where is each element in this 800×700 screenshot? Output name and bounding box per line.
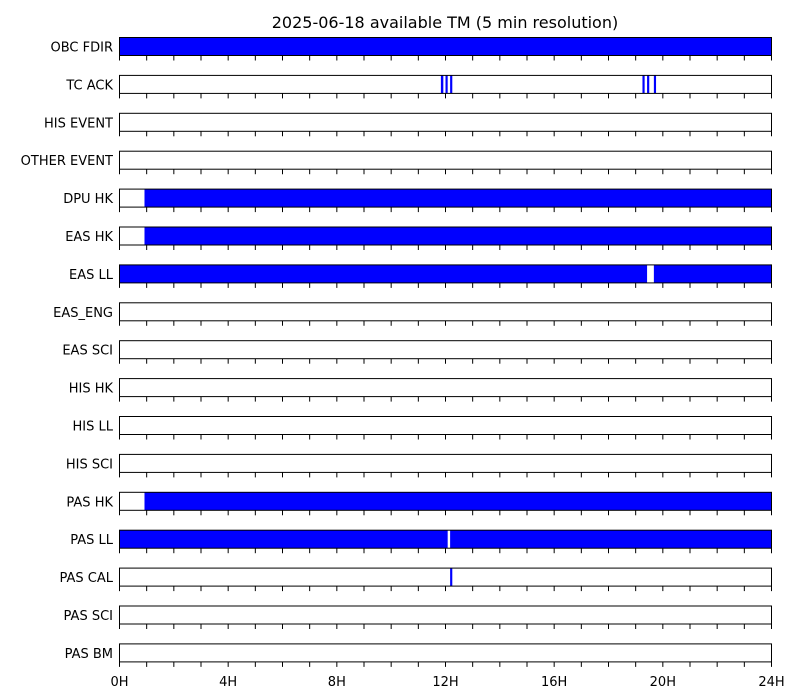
availability-segment: [450, 75, 453, 94]
channel-track: [119, 151, 772, 170]
channel-row: HIS SCI: [66, 453, 772, 478]
channel-row: OBC FDIR: [51, 37, 772, 61]
channel-row: HIS EVENT: [44, 112, 772, 137]
channel-label: EAS LL: [69, 268, 114, 283]
channel-label: HIS LL: [73, 420, 114, 435]
channel-row: OTHER EVENT: [21, 150, 772, 175]
availability-segment: [445, 75, 448, 94]
x-tick-label: 0H: [110, 675, 128, 690]
channel-row: PAS BM: [65, 643, 772, 667]
channel-track: [119, 302, 772, 321]
x-tick-label: 4H: [219, 675, 237, 690]
availability-segment: [144, 227, 772, 245]
availability-segment: [653, 75, 657, 94]
channel-label: TC ACK: [65, 78, 113, 93]
availability-segment: [642, 75, 645, 94]
x-axis: 0H 4H 8H 12H 16H 20H 24H: [110, 675, 784, 690]
channel-ticks: [119, 55, 772, 61]
channel-ticks: [119, 207, 772, 213]
x-tick-label: 24H: [758, 675, 784, 690]
channel-label: EAS HK: [65, 230, 113, 245]
channel-row: DPU HK: [63, 188, 772, 213]
availability-segment: [450, 568, 453, 587]
channel-row: TC ACK: [65, 74, 772, 99]
channel-row: PAS HK: [66, 491, 772, 516]
availability-segment: [647, 75, 650, 94]
channel-ticks: [119, 434, 772, 440]
channel-row: HIS HK: [69, 378, 772, 402]
channel-rows: OBC FDIR TC ACK HIS EVENT OTHER EVENT DPU HK…: [21, 37, 772, 667]
channel-row: PAS SCI: [64, 605, 772, 629]
channel-row: PAS CAL: [60, 567, 772, 592]
channel-label: PAS SCI: [64, 609, 113, 624]
chart-title: 2025-06-18 available TM (5 min resolutio…: [272, 13, 618, 32]
channel-row: HIS LL: [73, 416, 772, 440]
channel-row: EAS HK: [65, 226, 772, 250]
channel-label: DPU HK: [63, 192, 113, 207]
channel-track: [119, 643, 772, 662]
channel-ticks: [119, 282, 772, 288]
channel-row: EAS LL: [69, 264, 772, 288]
channel-track: [119, 378, 772, 397]
channel-label: EAS SCI: [62, 344, 113, 359]
channel-label: PAS CAL: [60, 571, 114, 586]
availability-segment: [450, 530, 772, 549]
channel-label: OTHER EVENT: [21, 154, 113, 169]
channel-label: HIS HK: [69, 382, 114, 397]
channel-ticks: [119, 548, 772, 554]
channel-ticks: [119, 586, 772, 592]
channel-label: PAS BM: [65, 647, 113, 662]
channel-track: [119, 340, 772, 359]
channel-ticks: [119, 472, 772, 478]
channel-label: OBC FDIR: [51, 41, 114, 56]
channel-ticks: [119, 169, 772, 175]
availability-segment: [440, 75, 444, 94]
x-tick-label: 20H: [650, 675, 676, 690]
availability-segment: [144, 189, 772, 208]
channel-ticks: [119, 624, 772, 629]
channel-ticks: [119, 510, 772, 516]
channel-ticks: [119, 131, 772, 137]
channel-label: EAS_ENG: [53, 306, 113, 321]
availability-segment: [119, 37, 772, 56]
x-tick-label: 12H: [432, 675, 458, 690]
channel-track: [119, 568, 772, 587]
channel-label: PAS HK: [66, 495, 113, 510]
channel-track: [119, 454, 772, 473]
channel-ticks: [119, 320, 772, 326]
channel-ticks: [119, 245, 772, 250]
channel-ticks: [119, 396, 772, 402]
channel-row: EAS_ENG: [53, 302, 772, 326]
availability-segment: [653, 264, 772, 283]
channel-ticks: [119, 358, 772, 364]
availability-segment: [119, 264, 648, 283]
channel-row: EAS SCI: [62, 340, 772, 364]
channel-label: HIS EVENT: [44, 116, 113, 131]
x-tick-label: 16H: [541, 675, 567, 690]
channel-track: [119, 416, 772, 435]
availability-segment: [119, 530, 448, 549]
channel-track: [119, 113, 772, 132]
channel-row: PAS LL: [70, 529, 772, 554]
channel-ticks: [119, 93, 772, 99]
x-tick-label: 8H: [328, 675, 346, 690]
channel-label: HIS SCI: [66, 457, 113, 472]
channel-label: PAS LL: [70, 533, 114, 548]
channel-ticks: [119, 661, 772, 667]
availability-segment: [144, 492, 772, 511]
channel-track: [119, 606, 772, 624]
